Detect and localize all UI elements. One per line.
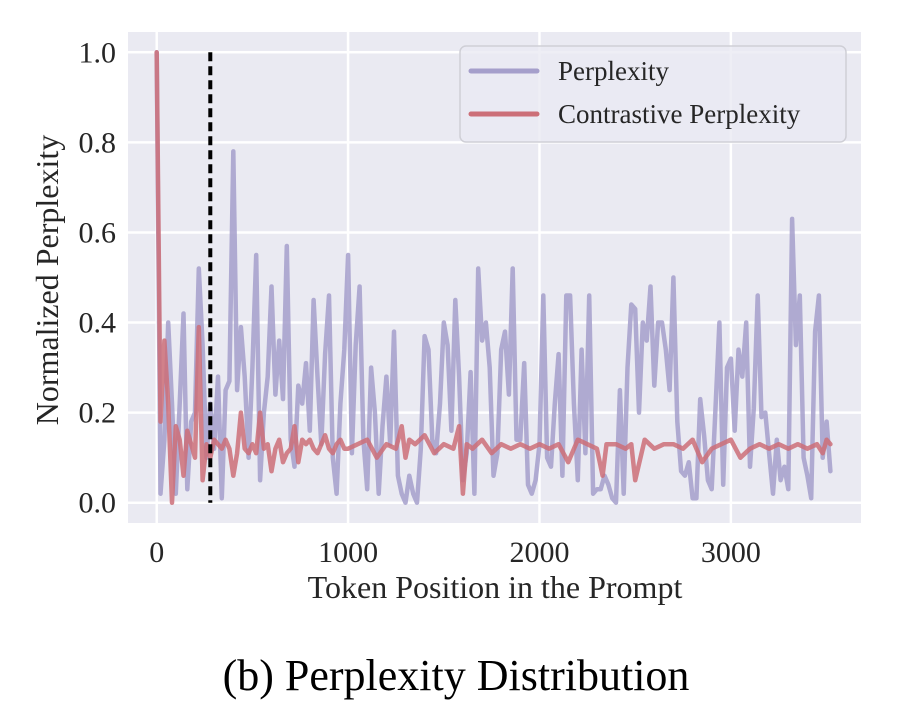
series-line-perplexity xyxy=(154,50,833,505)
x-axis-label: Token Position in the Prompt xyxy=(308,569,683,605)
perplexity-chart: 0 1000 2000 3000 0.0 0.2 0.4 0.6 0.8 1.0 Token P… xyxy=(29,32,861,605)
figure-caption: (b) Perplexity Distribution xyxy=(222,651,690,700)
y-tick-labels: 0.0 0.2 0.4 0.6 0.8 1.0 xyxy=(79,36,117,519)
legend-label-perplexity: Perplexity xyxy=(558,56,669,86)
y-tick-label: 0.6 xyxy=(79,216,117,249)
legend-label-contrastive-perplexity: Contrastive Perplexity xyxy=(558,99,801,129)
legend-box xyxy=(459,45,847,143)
series-layer xyxy=(154,50,833,505)
x-tick-label: 0 xyxy=(149,536,164,569)
x-tick-label: 3000 xyxy=(701,536,761,569)
y-tick-label: 0.4 xyxy=(79,307,117,340)
y-tick-label: 0.8 xyxy=(79,126,117,159)
legend: Perplexity Contrastive Perplexity xyxy=(459,45,847,143)
series-line-contrastive-perplexity xyxy=(154,50,833,505)
x-tick-labels: 0 1000 2000 3000 xyxy=(149,536,761,569)
y-tick-label: 1.0 xyxy=(79,36,117,69)
y-tick-label: 0.2 xyxy=(79,397,117,430)
x-tick-label: 1000 xyxy=(318,536,378,569)
y-tick-label: 0.0 xyxy=(79,487,117,520)
y-axis-label: Normalized Perplexity xyxy=(29,135,65,426)
x-tick-label: 2000 xyxy=(509,536,569,569)
